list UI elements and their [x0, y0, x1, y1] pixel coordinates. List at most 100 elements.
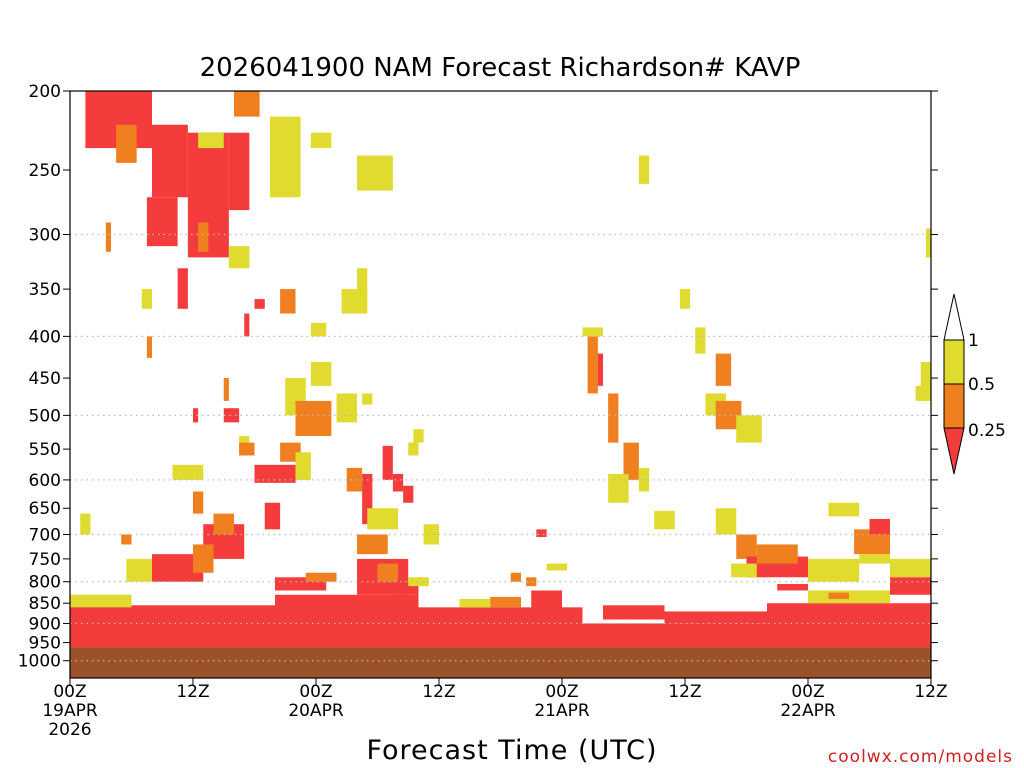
- ri-cell-64: [546, 563, 568, 571]
- ri-cell-17: [310, 322, 327, 337]
- ri-cell-38: [362, 473, 373, 525]
- ri-cell-4: [228, 132, 250, 211]
- ri-cell-81: [736, 415, 762, 443]
- chart-title: 2026041900 NAM Forecast Richardson# KAVP: [200, 53, 801, 83]
- y-tick-label-850: 850: [29, 594, 61, 614]
- colorbar-label-1: 0.5: [968, 375, 995, 395]
- ri-cell-96: [828, 502, 860, 517]
- ri-cell-105: [767, 603, 931, 626]
- x-tick-label-24-2: 20APR: [288, 701, 344, 721]
- ri-cell-29: [223, 408, 240, 423]
- ri-cell-97: [777, 583, 808, 591]
- colorbar-bin-05-1: [943, 339, 965, 385]
- ri-cell-26: [295, 400, 332, 436]
- ri-cell-84: [925, 228, 931, 258]
- y-axis: 200 250 300 350 400 450 500 550 600 650 700 750 8008…: [18, 82, 938, 672]
- ri-cell-78: [715, 353, 732, 386]
- ri-cell-24: [310, 361, 332, 386]
- ri-cell-85: [715, 508, 737, 535]
- ri-cell-103: [275, 594, 419, 626]
- ri-cell-9: [269, 116, 301, 198]
- ri-cell-61: [305, 572, 337, 582]
- ri-cell-32: [239, 442, 255, 456]
- ri-cell-74: [608, 473, 629, 503]
- ri-cell-49: [193, 544, 214, 573]
- pressure-gridlines: [70, 233, 931, 662]
- ri-cell-65: [510, 572, 521, 582]
- ri-cell-39: [382, 445, 393, 480]
- ri-cell-35: [295, 452, 311, 480]
- credit-link[interactable]: coolwx.com/models: [828, 747, 1013, 767]
- x-tick-label-0-1: 00Z: [53, 682, 86, 702]
- ri-cell-52: [80, 513, 91, 535]
- x-tick-label-84-1: 12Z: [914, 682, 947, 702]
- ri-cell-69: [623, 442, 639, 480]
- ri-cell-70: [638, 467, 650, 492]
- ri-cell-41: [403, 485, 414, 503]
- ri-cell-54: [367, 508, 398, 530]
- y-tick-label-600: 600: [29, 471, 61, 491]
- ri-cell-66: [536, 529, 547, 537]
- ri-cell-94: [890, 558, 931, 578]
- ri-cell-33: [254, 464, 296, 483]
- x-tick-label-72-2: 22APR: [780, 701, 836, 721]
- ri-cell-10: [310, 132, 332, 149]
- y-tick-label-800: 800: [29, 573, 61, 593]
- ri-cell-100: [70, 623, 931, 648]
- ri-cell-30: [193, 408, 199, 423]
- ri-cell-2: [146, 197, 178, 247]
- ri-cell-75: [654, 510, 675, 530]
- ri-cell-77: [695, 327, 706, 354]
- ri-cell-44: [264, 502, 281, 530]
- ri-cell-12: [105, 222, 111, 252]
- colorbar-bin-below-025: [943, 427, 965, 475]
- ri-cell-90: [808, 558, 860, 582]
- ri-cell-36: [172, 464, 204, 480]
- ri-cell-83: [915, 385, 931, 401]
- ri-cell-43: [413, 429, 424, 443]
- x-tick-label-24-1: 00Z: [299, 682, 332, 702]
- colorbar-bin-025-05: [943, 383, 965, 429]
- ri-cell-21: [177, 268, 188, 309]
- y-tick-label-950: 950: [29, 634, 61, 654]
- ri-cells-layer: [70, 91, 931, 648]
- ri-cell-37: [346, 467, 363, 492]
- ri-cell-76: [679, 289, 691, 309]
- ri-cell-107: [828, 592, 849, 600]
- ri-cell-5: [116, 124, 137, 163]
- ground-below-surface: [70, 647, 931, 678]
- y-tick-label-500: 500: [29, 406, 61, 426]
- x-axis-label: Forecast Time (UTC): [366, 735, 657, 766]
- x-tick-label-48-2: 21APR: [534, 701, 590, 721]
- ri-cell-16: [280, 289, 296, 314]
- ri-cell-55: [423, 524, 439, 545]
- ri-cell-99: [603, 605, 665, 620]
- ri-cell-108: [459, 599, 491, 608]
- ri-cell-82: [920, 361, 931, 394]
- ri-cell-40: [392, 473, 404, 492]
- ri-cell-95: [890, 577, 931, 595]
- y-tick-label-450: 450: [29, 369, 61, 389]
- ri-cell-88: [756, 544, 798, 564]
- y-tick-label-250: 250: [29, 161, 61, 181]
- ri-cell-7: [234, 91, 260, 117]
- ri-cell-67: [587, 336, 598, 394]
- x-tick-label-12-1: 12Z: [176, 682, 209, 702]
- ri-cell-13: [146, 336, 152, 358]
- y-tick-label-1000: 1000: [18, 652, 61, 672]
- ri-cell-19: [341, 289, 368, 314]
- ri-cell-1: [152, 124, 188, 198]
- colorbar-label-2: 0.25: [968, 421, 1006, 441]
- ri-cell-42: [408, 442, 419, 456]
- y-tick-label-700: 700: [29, 525, 61, 545]
- x-tick-label-48-1: 00Z: [545, 682, 578, 702]
- x-tick-label-60-1: 12Z: [668, 682, 701, 702]
- x-tick-label-72-1: 00Z: [791, 682, 824, 702]
- ri-cell-86: [736, 534, 757, 559]
- ri-cell-20: [141, 289, 152, 309]
- y-tick-label-750: 750: [29, 550, 61, 570]
- colorbar-bin-above-1: [943, 293, 965, 341]
- ri-cell-14: [228, 246, 250, 269]
